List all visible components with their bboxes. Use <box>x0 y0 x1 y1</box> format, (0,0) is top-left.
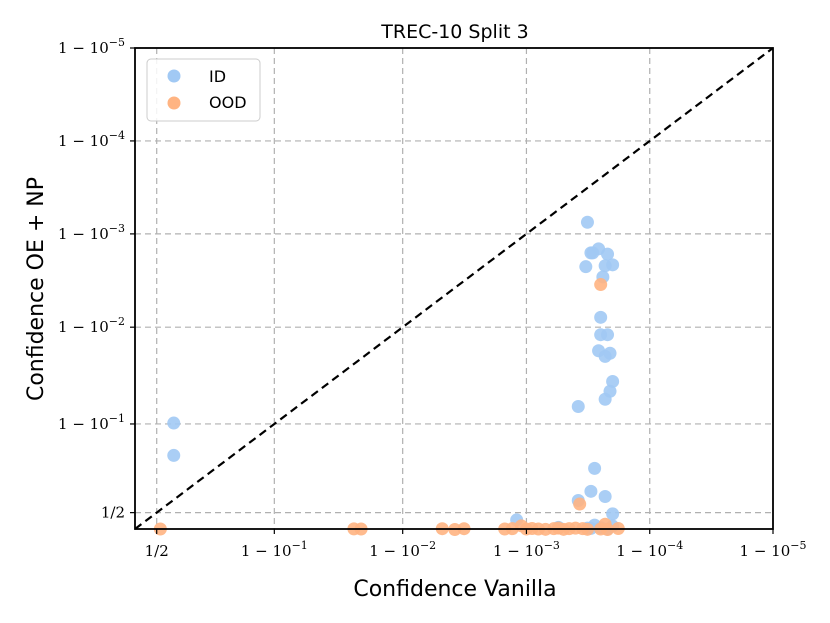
legend-label-id: ID <box>209 67 226 86</box>
point-id <box>601 247 615 261</box>
series-id <box>167 215 620 536</box>
point-id <box>601 328 615 342</box>
x-tick-label: 1 − 10−3 <box>493 539 560 560</box>
point-id <box>580 215 594 229</box>
legend-label-ood: OOD <box>209 93 247 112</box>
y-tick-label: 1/2 <box>101 504 125 522</box>
y-tick-label: 1 − 10−1 <box>58 412 125 433</box>
y-axis-label: Confidence OE + NP <box>24 177 49 401</box>
legend-marker-id <box>167 69 181 83</box>
plot-frame <box>134 47 774 530</box>
point-id <box>588 461 602 475</box>
y-tick-label: 1 − 10−4 <box>58 129 125 150</box>
x-tick-label: 1 − 10−4 <box>616 539 683 560</box>
point-id <box>598 259 612 273</box>
x-tick-label: 1 − 10−1 <box>241 539 308 560</box>
point-id <box>584 484 598 498</box>
axis-ticks: 1/2 1/2 1 − 10−1 1 − 10−1 1 − 10−2 1 − 10−2 1 … <box>58 36 806 560</box>
point-id <box>571 399 585 413</box>
x-tick-label: 1/2 <box>145 542 169 560</box>
point-id <box>594 310 608 324</box>
y-tick-label: 1 − 10−5 <box>58 36 125 57</box>
x-tick-label: 1 − 10−5 <box>740 539 807 560</box>
series-ood <box>153 278 625 537</box>
x-axis-label: Confidence Vanilla <box>353 577 556 602</box>
point-id <box>606 507 620 521</box>
point-id <box>586 246 600 260</box>
point-ood <box>573 497 587 511</box>
y-tick-label: 1 − 10−2 <box>58 315 125 336</box>
data-points <box>153 215 625 537</box>
y-tick-label: 1 − 10−3 <box>58 222 125 243</box>
point-id <box>598 392 612 406</box>
point-id <box>598 490 612 504</box>
point-id <box>167 416 181 430</box>
diagonal-line <box>134 47 774 530</box>
legend-marker-ood <box>167 96 181 110</box>
point-id <box>579 260 593 274</box>
point-id <box>603 346 617 360</box>
diagonal-reference <box>134 47 774 530</box>
legend: ID OOD <box>146 58 261 122</box>
point-id <box>606 374 620 388</box>
point-id <box>167 448 181 462</box>
point-ood <box>594 278 608 292</box>
x-tick-label: 1 − 10−2 <box>369 539 436 560</box>
chart-title: TREC-10 Split 3 <box>380 21 528 43</box>
